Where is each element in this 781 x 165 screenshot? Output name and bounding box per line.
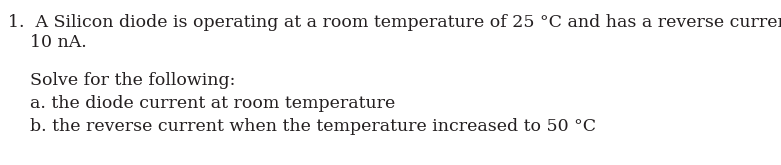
Text: b. the reverse current when the temperature increased to 50 °C: b. the reverse current when the temperat… <box>30 118 596 135</box>
Text: 10 nA.: 10 nA. <box>30 34 87 51</box>
Text: a. the diode current at room temperature: a. the diode current at room temperature <box>30 95 395 112</box>
Text: Solve for the following:: Solve for the following: <box>30 72 235 89</box>
Text: 1.  A Silicon diode is operating at a room temperature of 25 °C and has a revers: 1. A Silicon diode is operating at a roo… <box>8 14 781 31</box>
